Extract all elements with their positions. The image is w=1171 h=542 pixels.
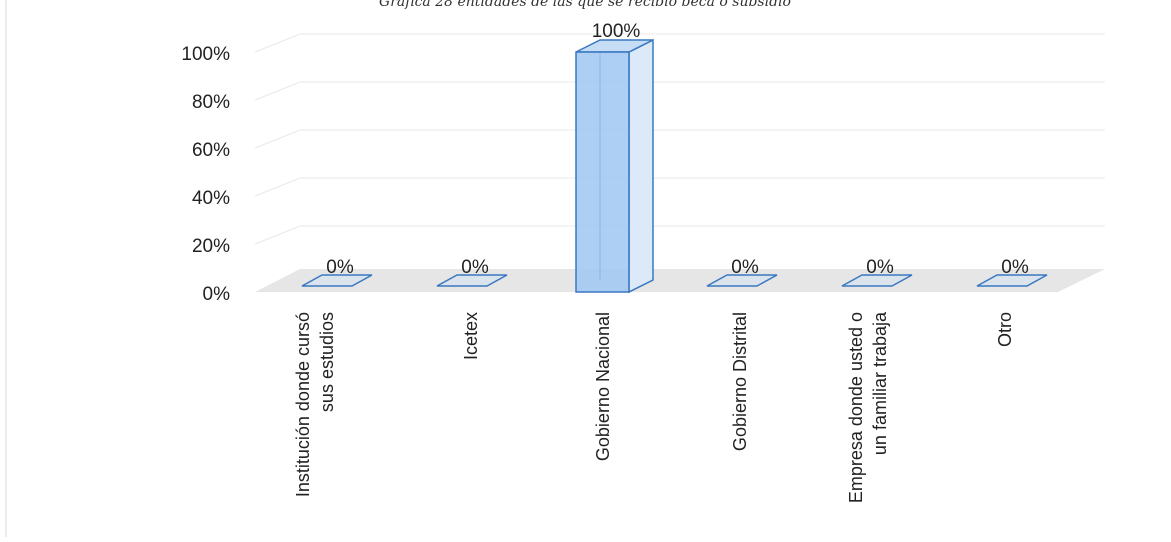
gridline xyxy=(254,33,1105,53)
gridline xyxy=(254,81,1105,101)
y-tick-label: 40% xyxy=(192,188,230,209)
data-label: 0% xyxy=(866,257,894,278)
x-category-label: Empresa donde usted o un familiar trabaja xyxy=(846,311,890,503)
data-label: 0% xyxy=(1001,257,1029,278)
y-tick-label: 0% xyxy=(203,284,231,305)
y-axis-ticks: 0% 20% 40% 60% 80% 100% xyxy=(181,44,230,305)
floor-plane xyxy=(255,269,1105,292)
bar-side xyxy=(628,38,654,294)
x-category-label: Gobierno Nacional xyxy=(593,312,613,461)
bar-flat xyxy=(706,274,778,287)
data-label: 0% xyxy=(461,257,489,278)
bar xyxy=(436,274,508,287)
bar xyxy=(301,274,373,287)
y-tick-label: 60% xyxy=(192,140,230,161)
data-label: 0% xyxy=(326,257,354,278)
chart-title: Gráfica 28 entidades de las que se recib… xyxy=(379,0,791,10)
data-label: 0% xyxy=(731,257,759,278)
x-category-label: Icetex xyxy=(461,312,481,360)
y-tick-label: 100% xyxy=(181,44,230,65)
gridline xyxy=(254,177,1105,197)
bar-flat xyxy=(301,274,373,287)
bar xyxy=(706,274,778,287)
y-tick-label: 80% xyxy=(192,92,230,113)
bar-flat xyxy=(976,274,1048,287)
bar-flat xyxy=(841,274,913,287)
bar-front xyxy=(575,51,630,293)
x-axis-labels: Institución donde cursó sus estudios Icete… xyxy=(293,311,1015,503)
y-tick-label: 20% xyxy=(192,236,230,257)
x-category-label: Otro xyxy=(995,312,1015,347)
bar-flat xyxy=(436,274,508,287)
bar xyxy=(841,274,913,287)
bar xyxy=(976,274,1048,287)
data-label: 100% xyxy=(592,21,641,42)
bar xyxy=(575,38,654,294)
chart-floor xyxy=(255,269,1105,292)
x-category-label: Gobierno Distrital xyxy=(730,312,750,451)
gridline xyxy=(254,225,1105,245)
bars xyxy=(301,38,1048,294)
gridline xyxy=(254,129,1105,149)
data-labels: 0% 0% 100% 0% 0% 0% xyxy=(326,21,1029,278)
x-category-label: Institución donde cursó sus estudios xyxy=(293,312,337,497)
gridlines xyxy=(254,33,1105,245)
